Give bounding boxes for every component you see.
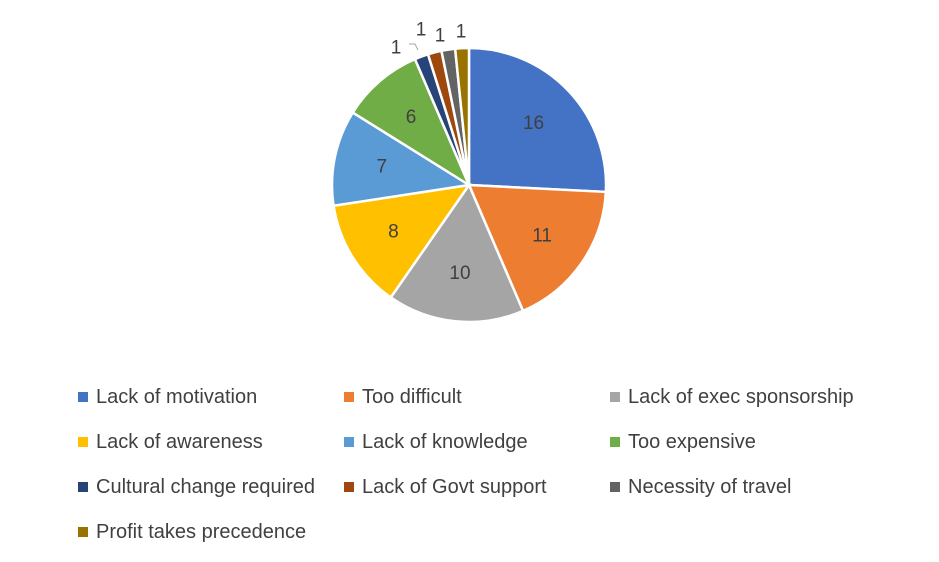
pie-slice [332, 183, 472, 300]
legend-label: Lack of motivation [96, 385, 258, 408]
legend-label: Lack of awareness [96, 430, 263, 453]
legend-item: Profit takes precedence [78, 515, 344, 549]
data-label: 1 [416, 20, 427, 41]
pie-slice [453, 46, 471, 186]
legend-label: Lack of exec sponsorship [628, 385, 854, 408]
legend-label: Necessity of travel [628, 475, 792, 498]
legend-swatch [610, 392, 620, 402]
data-label: 1 [435, 26, 446, 47]
legend-label: Too expensive [628, 430, 756, 453]
pie-slice [330, 110, 473, 208]
legend-item: Too expensive [610, 425, 910, 459]
legend-swatch [344, 437, 354, 447]
data-label: 8 [388, 222, 399, 243]
legend-item: Lack of exec sponsorship [610, 380, 910, 414]
legend-swatch [78, 482, 88, 492]
legend-swatch [78, 392, 88, 402]
legend-item: Necessity of travel [610, 470, 910, 504]
legend-swatch [344, 392, 354, 402]
legend-label: Lack of knowledge [362, 430, 528, 453]
legend-swatch [78, 527, 88, 537]
legend-item: Lack of motivation [78, 380, 344, 414]
legend-label: Cultural change required [96, 475, 316, 498]
data-label: 6 [406, 107, 417, 128]
legend-item: Lack of knowledge [344, 425, 610, 459]
legend-swatch [344, 482, 354, 492]
legend-swatch [78, 437, 88, 447]
data-label: 7 [376, 157, 387, 178]
leader-line [409, 43, 419, 51]
pie-slice [467, 46, 608, 194]
legend-item: Too difficult [344, 380, 610, 414]
legend-label: Profit takes precedence [96, 520, 307, 543]
data-label: 11 [532, 225, 552, 246]
legend-label: Lack of Govt support [362, 475, 547, 498]
data-label: 10 [449, 263, 470, 284]
legend-label: Too difficult [362, 385, 462, 408]
legend-item: Lack of Govt support [344, 470, 610, 504]
data-label: 1 [456, 22, 467, 43]
legend-item: Lack of awareness [78, 425, 344, 459]
data-label: 1 [391, 38, 402, 59]
legend-swatch [610, 482, 620, 492]
legend: Lack of motivation Too difficult Lack of e… [78, 380, 928, 549]
legend-item: Cultural change required [78, 470, 344, 504]
pie-slice [351, 57, 472, 189]
legend-swatch [610, 437, 620, 447]
pie-slice [388, 182, 525, 324]
data-label: 16 [523, 113, 544, 134]
pie-slice [467, 183, 608, 313]
